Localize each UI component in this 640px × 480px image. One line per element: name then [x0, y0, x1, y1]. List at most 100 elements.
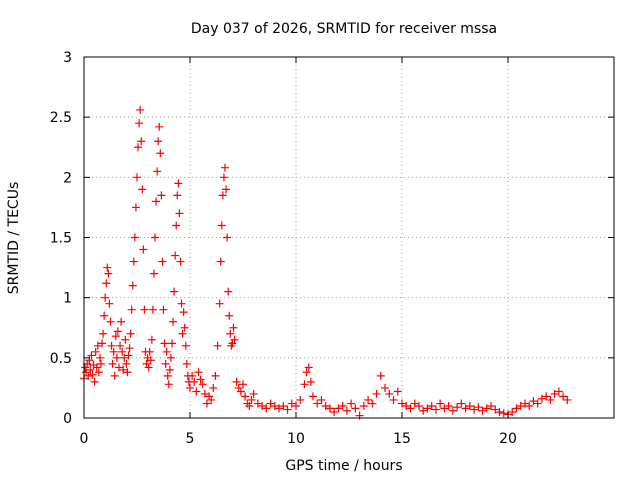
data-point [177, 299, 186, 308]
data-point [211, 371, 220, 380]
data-point [512, 404, 521, 413]
data-point [180, 323, 189, 332]
data-point [453, 403, 462, 412]
data-point [138, 185, 147, 194]
data-point [444, 401, 453, 410]
data-point [262, 404, 271, 413]
data-point [135, 119, 144, 128]
data-point [122, 359, 131, 368]
grid-lines [84, 57, 614, 418]
data-point [478, 406, 487, 415]
data-point [101, 293, 110, 302]
data-point [167, 339, 176, 348]
data-point [224, 287, 233, 296]
data-point [111, 332, 120, 341]
data-point [554, 387, 563, 396]
data-point [140, 305, 149, 314]
data-point [241, 392, 250, 401]
data-point [151, 233, 160, 242]
data-point [213, 341, 222, 350]
y-tick-label: 1 [63, 291, 72, 307]
data-point [170, 287, 179, 296]
data-point [158, 257, 167, 266]
chart-title: Day 037 of 2026, SRMTID for receiver mss… [191, 21, 497, 37]
y-tick-label: 2.5 [50, 110, 72, 126]
data-point [559, 392, 568, 401]
data-point [266, 399, 275, 408]
data-point [96, 359, 105, 368]
data-point [474, 403, 483, 412]
data-point [113, 327, 122, 336]
data-point [107, 341, 116, 350]
data-point [342, 406, 351, 415]
data-point [533, 399, 542, 408]
data-point [128, 281, 137, 290]
data-point [385, 389, 394, 398]
data-point [247, 395, 256, 404]
data-point [179, 308, 188, 317]
y-axis-title: SRMTID / TECUs [6, 182, 22, 295]
data-point [431, 405, 440, 414]
data-point [338, 401, 347, 410]
data-point [207, 395, 216, 404]
data-point [216, 257, 225, 266]
data-point [563, 395, 572, 404]
data-point [321, 401, 330, 410]
data-point [153, 167, 162, 176]
data-point [198, 380, 207, 389]
data-point [154, 137, 163, 146]
data-point [529, 397, 538, 406]
data-point [300, 380, 309, 389]
data-point [334, 404, 343, 413]
data-point [499, 409, 508, 418]
tick-labels: 0 0.5 1 1.5 2 2.5 3 0 5 10 15 20 [50, 50, 517, 447]
data-point [166, 353, 175, 362]
data-point [144, 363, 153, 372]
data-point [118, 347, 127, 356]
data-point [192, 387, 201, 396]
data-point [133, 173, 141, 182]
data-point [448, 406, 457, 415]
data-point [129, 257, 138, 266]
data-point [546, 395, 555, 404]
data-point [465, 401, 474, 410]
y-tick-label: 0.5 [50, 351, 72, 367]
data-point [229, 323, 238, 332]
data-point [123, 368, 132, 377]
data-point [410, 399, 419, 408]
data-point [414, 401, 423, 410]
data-point [88, 370, 97, 379]
data-point [406, 404, 415, 413]
data-point [104, 269, 113, 278]
data-point [270, 401, 279, 410]
data-point [131, 203, 140, 212]
data-point [112, 353, 121, 362]
data-point [461, 404, 470, 413]
data-point [372, 389, 381, 398]
data-point [182, 359, 191, 368]
data-point [155, 122, 164, 131]
data-point [174, 179, 183, 188]
data-point [487, 401, 496, 410]
axis-ticks [83, 56, 614, 419]
data-point [116, 341, 125, 350]
data-point [457, 399, 466, 408]
data-point [200, 389, 209, 398]
x-tick-label: 0 [80, 431, 89, 447]
data-point [393, 387, 402, 396]
data-point [100, 311, 109, 320]
data-point [419, 406, 428, 415]
data-point [550, 389, 559, 398]
y-tick-label: 3 [63, 50, 72, 66]
data-point [157, 191, 166, 200]
data-point [163, 371, 172, 380]
data-point [351, 404, 360, 413]
data-point [209, 383, 218, 392]
data-point [440, 404, 449, 413]
data-point [164, 380, 173, 389]
data-point [389, 395, 398, 404]
data-point [165, 365, 174, 374]
data-point [84, 371, 93, 380]
data-point [152, 197, 161, 206]
data-point [542, 392, 551, 401]
